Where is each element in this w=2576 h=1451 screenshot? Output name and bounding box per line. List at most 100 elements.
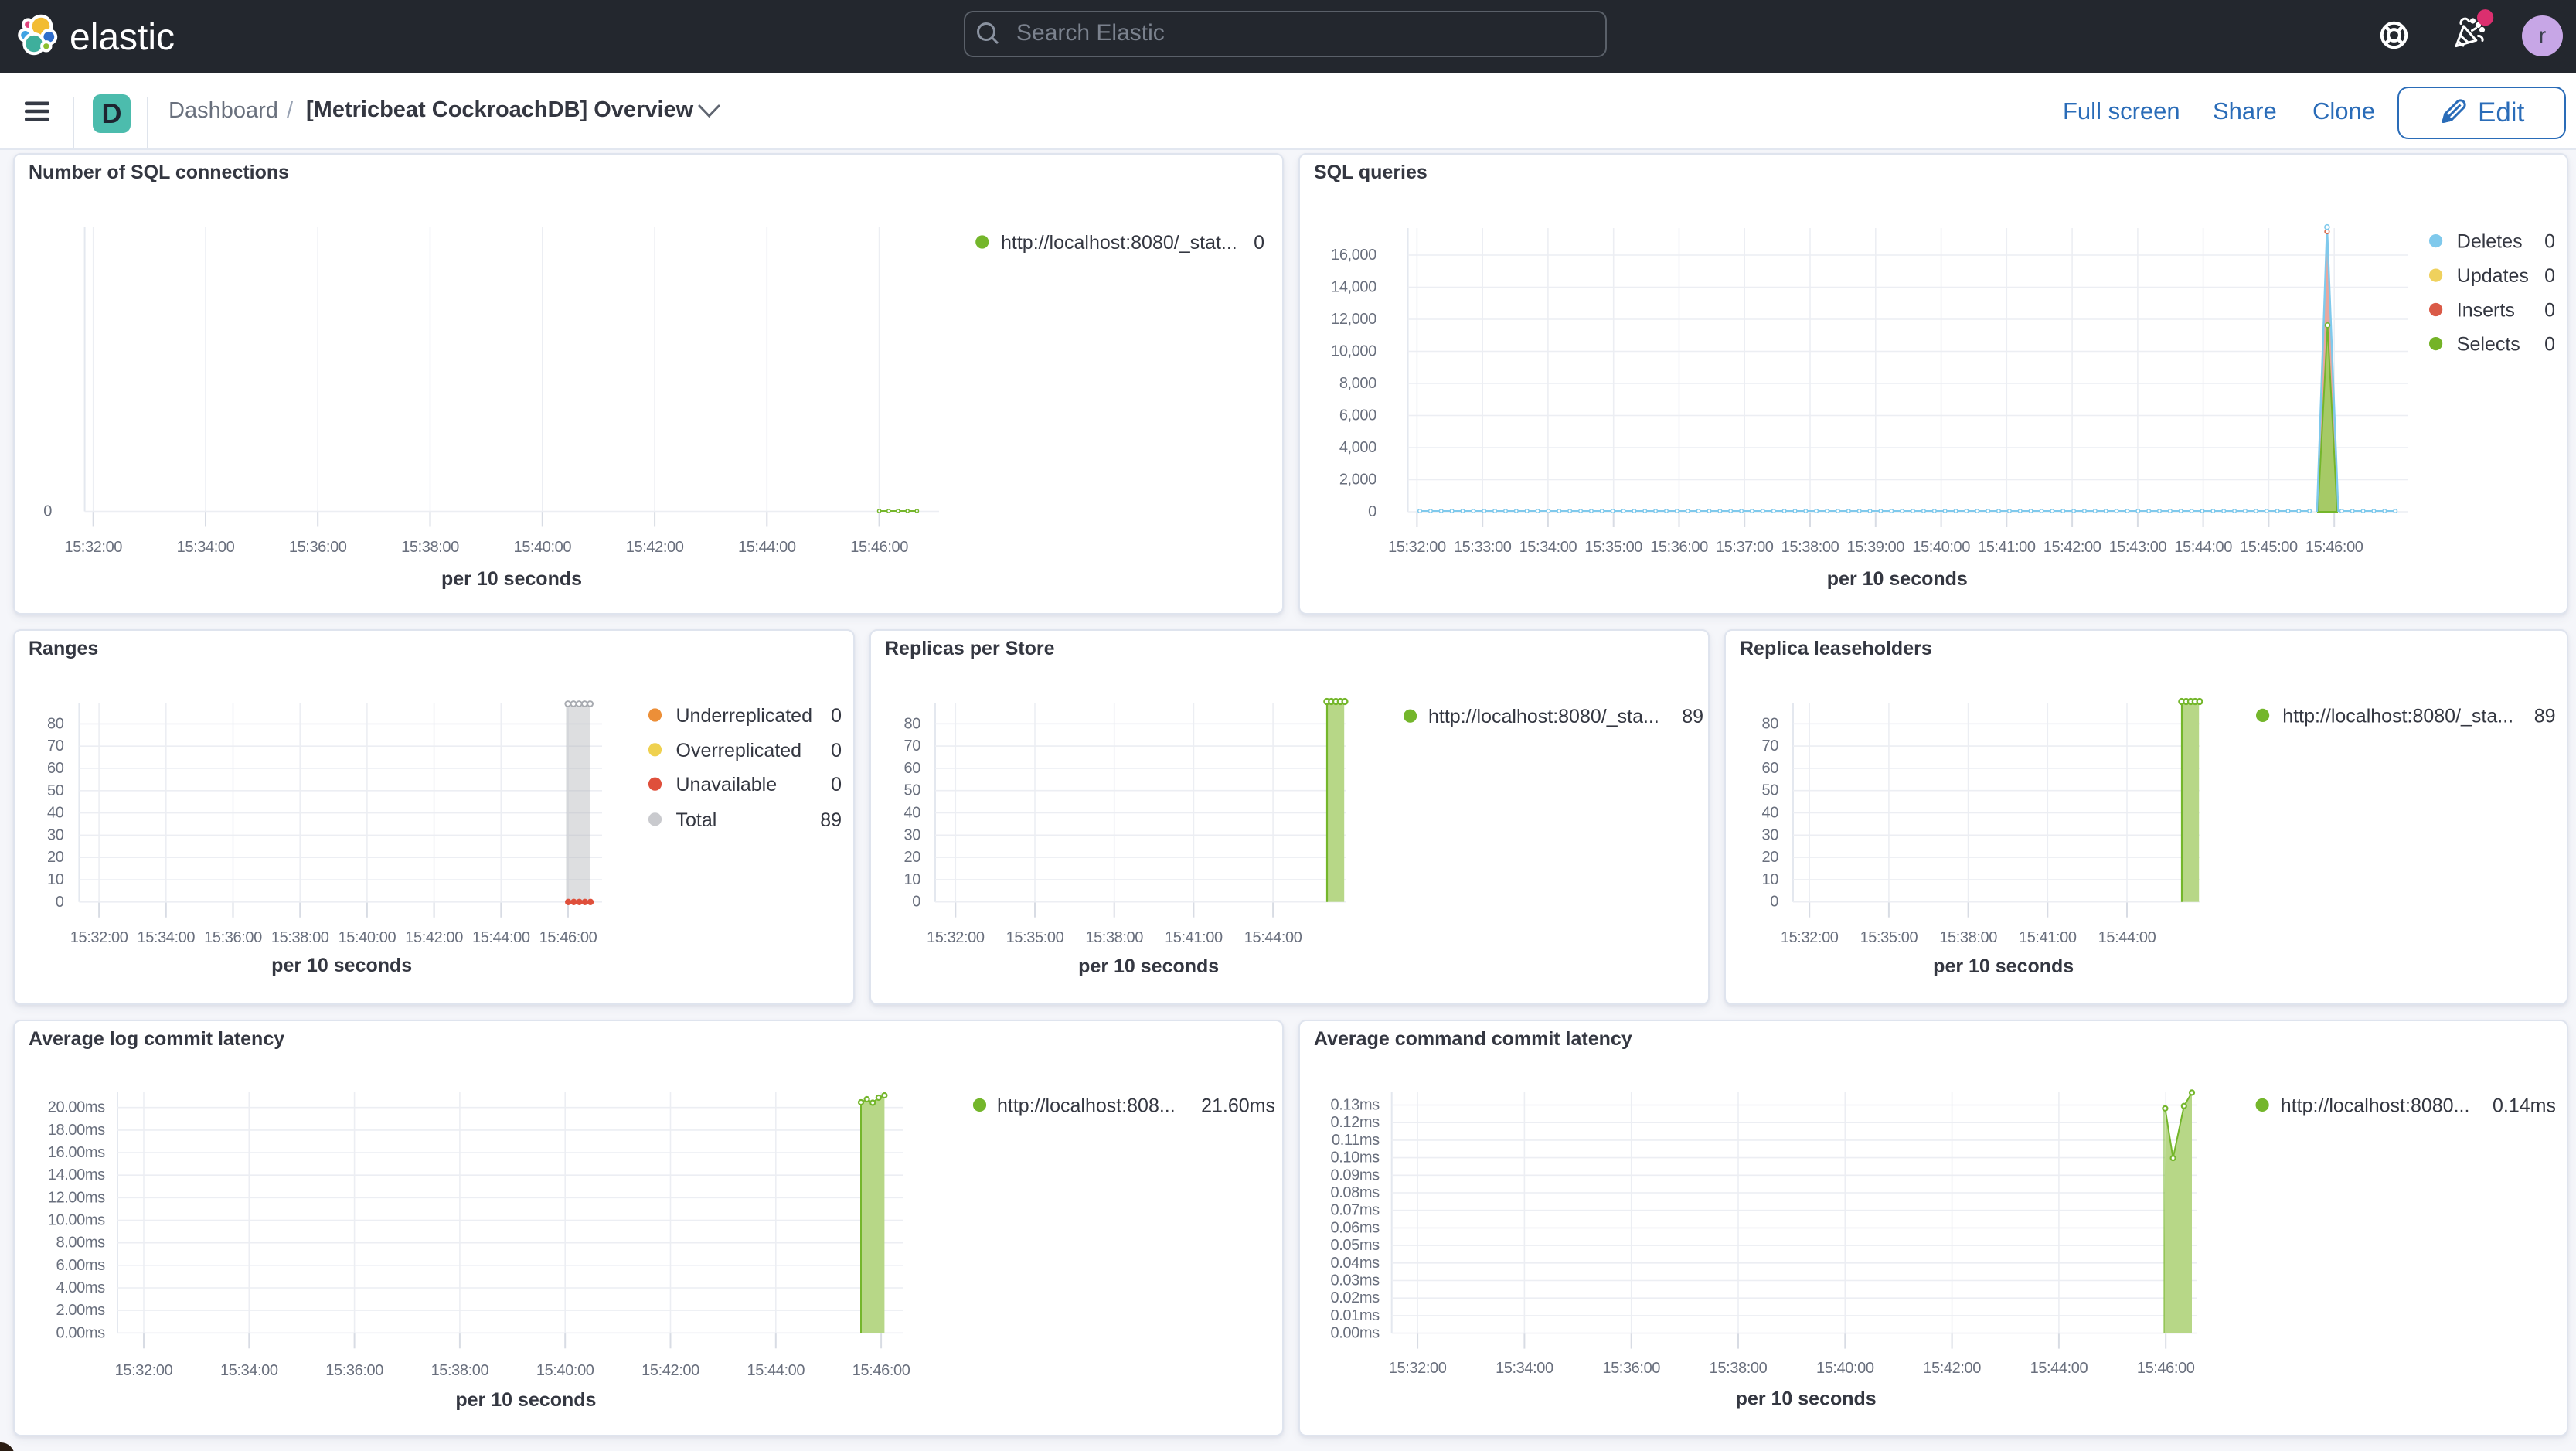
svg-text:0.06ms: 0.06ms	[1331, 1219, 1380, 1236]
svg-text:SQL queries: SQL queries	[1314, 162, 1428, 183]
svg-text:20: 20	[904, 849, 921, 866]
svg-text:16.00ms: 16.00ms	[48, 1144, 105, 1161]
svg-text:0.07ms: 0.07ms	[1331, 1202, 1380, 1219]
svg-text:15:34:00: 15:34:00	[1519, 539, 1577, 556]
svg-text:15:34:00: 15:34:00	[1496, 1360, 1553, 1377]
svg-text:2.00ms: 2.00ms	[56, 1302, 106, 1319]
svg-text:15:36:00: 15:36:00	[1602, 1360, 1660, 1377]
svg-text:Replica leaseholders: Replica leaseholders	[1740, 638, 1932, 659]
svg-text:15:44:00: 15:44:00	[747, 1362, 805, 1379]
svg-text:10,000: 10,000	[1331, 343, 1376, 360]
svg-text:15:35:00: 15:35:00	[1006, 929, 1064, 946]
svg-text:15:35:00: 15:35:00	[1584, 539, 1642, 556]
svg-text:50: 50	[1762, 782, 1779, 799]
svg-text:per 10 seconds: per 10 seconds	[441, 568, 582, 590]
svg-text:15:38:00: 15:38:00	[431, 1362, 489, 1379]
svg-text:15:42:00: 15:42:00	[2043, 539, 2101, 556]
svg-text:6.00ms: 6.00ms	[56, 1257, 106, 1274]
svg-text:15:32:00: 15:32:00	[1389, 1360, 1447, 1377]
svg-text:10: 10	[904, 871, 921, 888]
svg-text:0.05ms: 0.05ms	[1331, 1237, 1380, 1254]
svg-text:15:32:00: 15:32:00	[1388, 539, 1446, 556]
svg-text:http://localhost:8080/_stat...: http://localhost:8080/_stat...	[1001, 232, 1237, 254]
svg-text:15:43:00: 15:43:00	[2109, 539, 2167, 556]
svg-text:0: 0	[2544, 300, 2555, 322]
svg-text:15:46:00: 15:46:00	[539, 929, 597, 946]
svg-text:15:42:00: 15:42:00	[641, 1362, 699, 1379]
svg-text:15:36:00: 15:36:00	[1650, 539, 1708, 556]
svg-text:8.00ms: 8.00ms	[56, 1235, 106, 1252]
svg-text:per 10 seconds: per 10 seconds	[1933, 955, 2074, 977]
svg-text:50: 50	[47, 782, 64, 799]
svg-text:40: 40	[904, 805, 921, 822]
svg-text:Unavailable: Unavailable	[676, 774, 778, 795]
svg-text:15:40:00: 15:40:00	[513, 539, 571, 556]
svg-text:15:44:00: 15:44:00	[2030, 1360, 2088, 1377]
svg-text:20: 20	[1762, 849, 1779, 866]
svg-text:8,000: 8,000	[1339, 375, 1376, 392]
svg-text:15:38:00: 15:38:00	[1085, 929, 1143, 946]
svg-text:15:32:00: 15:32:00	[1781, 929, 1839, 946]
svg-text:0.01ms: 0.01ms	[1331, 1307, 1380, 1324]
svg-text:Overreplicated: Overreplicated	[676, 740, 802, 761]
svg-text:0.09ms: 0.09ms	[1331, 1167, 1380, 1184]
svg-text:80: 80	[904, 715, 921, 732]
svg-text:0: 0	[1368, 503, 1376, 520]
svg-text:0: 0	[831, 774, 842, 795]
svg-text:15:34:00: 15:34:00	[220, 1362, 278, 1379]
svg-text:15:39:00: 15:39:00	[1846, 539, 1904, 556]
svg-text:0: 0	[1254, 232, 1264, 254]
svg-text:50: 50	[904, 782, 921, 799]
svg-text:Number of SQL connections: Number of SQL connections	[29, 162, 289, 183]
svg-text:Deletes: Deletes	[2457, 231, 2523, 253]
svg-text:15:37:00: 15:37:00	[1716, 539, 1774, 556]
svg-text:http://localhost:8080...: http://localhost:8080...	[2281, 1095, 2470, 1116]
svg-text:15:32:00: 15:32:00	[927, 929, 985, 946]
svg-text:0.12ms: 0.12ms	[1331, 1114, 1380, 1131]
svg-text:12,000: 12,000	[1331, 311, 1376, 328]
svg-text:89: 89	[820, 809, 842, 831]
svg-text:15:41:00: 15:41:00	[1165, 929, 1223, 946]
svg-text:15:38:00: 15:38:00	[1781, 539, 1839, 556]
svg-text:0: 0	[831, 705, 842, 727]
svg-text:0: 0	[1770, 894, 1778, 911]
svg-text:per 10 seconds: per 10 seconds	[1827, 568, 1968, 590]
svg-text:80: 80	[1762, 715, 1779, 732]
svg-text:Total: Total	[676, 809, 717, 831]
svg-text:15:41:00: 15:41:00	[2019, 929, 2077, 946]
svg-text:0.02ms: 0.02ms	[1331, 1289, 1380, 1306]
svg-text:10.00ms: 10.00ms	[48, 1212, 105, 1229]
svg-text:15:38:00: 15:38:00	[401, 539, 459, 556]
svg-text:70: 70	[1762, 737, 1779, 754]
svg-text:0: 0	[2544, 265, 2555, 287]
svg-text:Underreplicated: Underreplicated	[676, 705, 813, 727]
svg-text:per 10 seconds: per 10 seconds	[455, 1389, 596, 1411]
svg-text:http://localhost:8080/_sta...: http://localhost:8080/_sta...	[1428, 706, 1659, 727]
svg-text:0: 0	[56, 894, 64, 911]
svg-text:per 10 seconds: per 10 seconds	[271, 955, 412, 976]
svg-text:15:34:00: 15:34:00	[137, 929, 195, 946]
svg-text:15:33:00: 15:33:00	[1454, 539, 1512, 556]
svg-text:10: 10	[47, 871, 64, 888]
svg-text:30: 30	[904, 826, 921, 843]
svg-text:10: 10	[1762, 871, 1779, 888]
svg-text:http://localhost:808...: http://localhost:808...	[997, 1095, 1176, 1116]
svg-text:Average command commit latency: Average command commit latency	[1314, 1028, 1632, 1050]
svg-text:0: 0	[912, 894, 920, 911]
svg-text:15:34:00: 15:34:00	[177, 539, 235, 556]
svg-text:18.00ms: 18.00ms	[48, 1122, 105, 1139]
svg-text:70: 70	[47, 737, 64, 754]
svg-text:15:46:00: 15:46:00	[852, 1362, 910, 1379]
svg-text:20.00ms: 20.00ms	[48, 1099, 105, 1116]
svg-text:15:38:00: 15:38:00	[1710, 1360, 1768, 1377]
svg-text:40: 40	[47, 805, 64, 822]
svg-text:60: 60	[904, 760, 921, 777]
svg-text:15:32:00: 15:32:00	[115, 1362, 173, 1379]
svg-text:14.00ms: 14.00ms	[48, 1167, 105, 1184]
svg-text:89: 89	[2534, 705, 2556, 727]
svg-text:http://localhost:8080/_sta...: http://localhost:8080/_sta...	[2282, 705, 2513, 727]
svg-text:89: 89	[1682, 706, 1703, 727]
svg-text:0.10ms: 0.10ms	[1331, 1150, 1380, 1167]
svg-text:15:36:00: 15:36:00	[204, 929, 262, 946]
svg-text:0: 0	[2544, 231, 2555, 253]
